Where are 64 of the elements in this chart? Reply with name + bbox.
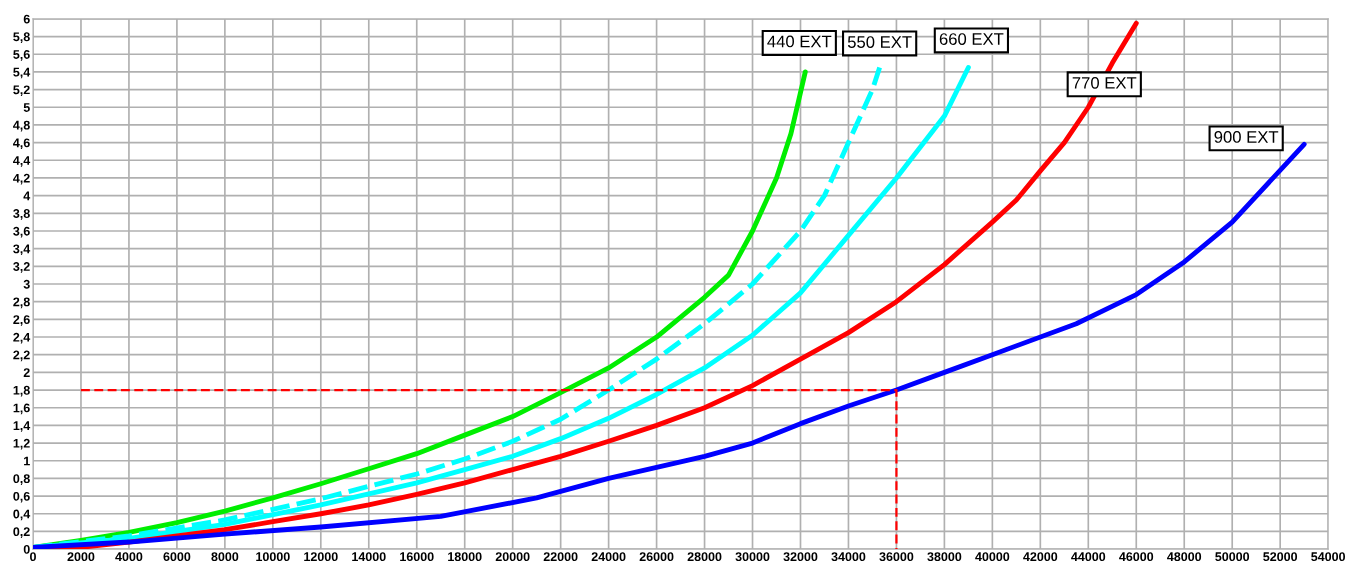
y-tick-label: 2,8 (13, 297, 30, 309)
y-tick-label: 1 (24, 456, 30, 466)
x-tick-label: 46000 (1119, 552, 1154, 562)
y-tick-label: 5 (23, 103, 30, 112)
y-tick-label: 2 (23, 368, 30, 377)
y-tick-label: 4,2 (13, 173, 30, 185)
y-tick-label: 3,6 (13, 226, 30, 238)
x-tick-label: 14000 (352, 552, 386, 562)
y-tick-label: 3,4 (13, 244, 31, 256)
y-tick-label: 3,8 (13, 209, 30, 220)
y-tick-label: 0 (23, 544, 30, 554)
series-label: 660 EXT (939, 33, 1004, 45)
y-tick-label: 4,6 (13, 138, 30, 150)
y-tick-label: 5,4 (13, 67, 31, 79)
x-tick-label: 12000 (304, 552, 338, 562)
x-tick-label: 30000 (735, 552, 770, 562)
y-tick-label: 0,4 (13, 509, 31, 521)
x-tick-label: 16000 (400, 552, 434, 562)
y-tick-label: 5,2 (13, 85, 30, 97)
series-label: 440 EXT (767, 35, 832, 48)
y-tick-label: 0,8 (13, 474, 30, 485)
x-tick-label: 2000 (67, 552, 95, 562)
y-tick-label: 1,2 (13, 438, 30, 450)
x-tick-label: 18000 (448, 552, 482, 562)
x-tick-label: 54000 (1311, 552, 1346, 562)
x-tick-label: 20000 (495, 552, 530, 562)
x-tick-label: 24000 (591, 552, 626, 562)
y-tick-label: 6 (23, 14, 30, 24)
series-label: 900 EXT (1214, 131, 1279, 143)
y-tick-label: 0,2 (13, 527, 30, 538)
x-tick-label: 10000 (256, 552, 290, 562)
x-tick-label: 40000 (975, 552, 1010, 562)
x-tick-label: 32000 (783, 552, 818, 562)
y-tick-label: 2,2 (13, 350, 30, 362)
y-tick-label: 2,6 (13, 315, 30, 326)
x-tick-label: 4000 (115, 552, 143, 562)
x-tick-label: 8000 (211, 552, 239, 562)
y-tick-label: 1,6 (13, 403, 30, 415)
y-tick-label: 0,6 (13, 491, 30, 503)
y-tick-label: 5,6 (13, 50, 30, 61)
y-tick-label: 3 (23, 279, 30, 289)
series-label: 550 EXT (847, 36, 912, 48)
x-tick-label: 50000 (1215, 552, 1250, 562)
series-label: 770 EXT (1072, 76, 1137, 89)
y-tick-label: 1,8 (13, 385, 30, 397)
x-tick-label: 44000 (1071, 552, 1106, 562)
y-tick-label: 4,4 (13, 156, 31, 167)
y-tick-label: 5,8 (13, 32, 30, 44)
x-tick-label: 28000 (687, 552, 722, 562)
y-tick-label: 4,8 (13, 120, 30, 132)
x-tick-label: 48000 (1167, 552, 1202, 562)
y-tick-label: 1,4 (13, 421, 31, 432)
x-tick-label: 6000 (163, 552, 191, 562)
y-tick-label: 3,2 (13, 262, 30, 273)
y-tick-label: 4 (23, 191, 31, 201)
x-tick-label: 38000 (927, 552, 962, 562)
x-tick-label: 36000 (879, 552, 914, 562)
x-tick-label: 26000 (639, 552, 674, 562)
y-tick-label: 2,4 (13, 332, 31, 344)
x-tick-label: 42000 (1023, 552, 1058, 562)
x-tick-label: 52000 (1263, 552, 1298, 562)
line-series (33, 141, 1307, 550)
x-tick-label: 34000 (831, 552, 866, 562)
x-tick-label: 22000 (543, 552, 578, 562)
